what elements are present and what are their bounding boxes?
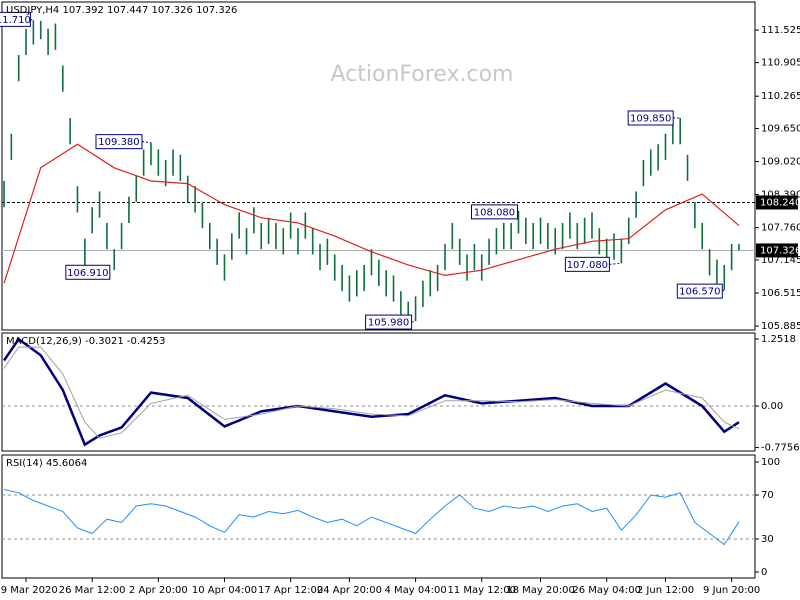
annotation-box bbox=[676, 283, 723, 299]
x-tick-label: 9 Jun 20:00 bbox=[703, 585, 760, 596]
panel-title: MACD(12,26,9) -0.3021 -0.4253 bbox=[6, 336, 166, 347]
y-tick-label: 70 bbox=[761, 490, 774, 501]
y-tick-label: 108.390 bbox=[761, 190, 800, 201]
watermark: ActionForex.com bbox=[331, 62, 514, 87]
y-tick-label: 111.525 bbox=[761, 25, 800, 36]
panel-frame bbox=[1, 332, 756, 452]
y-tick-label: 0 bbox=[761, 567, 767, 578]
y-tick-label: -0.7756 bbox=[761, 443, 800, 454]
moving-average bbox=[3, 143, 740, 284]
y-tick-label: 109.020 bbox=[761, 157, 800, 168]
price-box-label: 107.326 bbox=[760, 245, 800, 256]
annotation-label: 106.570 bbox=[679, 287, 720, 298]
y-tick-label: 100 bbox=[761, 457, 780, 468]
x-tick-label: 2 Jun 12:00 bbox=[637, 585, 694, 596]
y-tick-label: 1.2518 bbox=[761, 334, 796, 345]
annotation-label: 105.980 bbox=[368, 318, 409, 329]
price-box-label: 108.240 bbox=[760, 197, 800, 208]
annotation-box bbox=[365, 314, 413, 330]
x-tick-label: 19 Mar 2020 bbox=[0, 585, 58, 596]
panel-title: USDJPY,H4 107.392 107.447 107.326 107.32… bbox=[6, 5, 237, 16]
annotation-box bbox=[627, 110, 674, 126]
annotation-box bbox=[564, 256, 610, 272]
annotation-label: 106.910 bbox=[67, 268, 108, 279]
x-tick-label: 26 Mar 12:00 bbox=[59, 585, 126, 596]
y-tick-label: 110.905 bbox=[761, 58, 800, 69]
indicator-line bbox=[3, 489, 740, 546]
annotation-label: 108.080 bbox=[474, 207, 515, 218]
annotation-label: 109.850 bbox=[630, 113, 671, 124]
x-tick-label: 17 Apr 12:00 bbox=[258, 585, 323, 596]
x-tick-label: 18 May 20:00 bbox=[506, 585, 575, 596]
panel-frame bbox=[1, 1, 756, 331]
annotation-label: 11.710 bbox=[0, 15, 31, 26]
annotation-box bbox=[65, 264, 111, 280]
panel-frame bbox=[1, 454, 756, 579]
y-tick-label: 105.885 bbox=[761, 321, 800, 332]
x-tick-label: 11 May 12:00 bbox=[447, 585, 516, 596]
y-tick-label: 109.650 bbox=[761, 123, 800, 134]
annotation-box bbox=[470, 204, 518, 220]
indicator-line bbox=[3, 346, 740, 439]
y-tick-label: 0.00 bbox=[761, 401, 783, 412]
y-tick-label: 106.515 bbox=[761, 288, 800, 299]
x-tick-label: 4 May 04:00 bbox=[384, 585, 446, 596]
annotation-box bbox=[95, 134, 143, 150]
y-tick-label: 110.265 bbox=[761, 91, 800, 102]
annotation-box bbox=[0, 11, 31, 27]
y-tick-label: 30 bbox=[761, 534, 774, 545]
x-tick-label: 24 Apr 20:00 bbox=[317, 585, 382, 596]
price-box bbox=[756, 243, 798, 258]
panel-title: RSI(14) 45.6064 bbox=[6, 458, 87, 469]
annotation-label: 109.380 bbox=[98, 137, 139, 148]
annotation-leader bbox=[141, 141, 152, 144]
x-tick-label: 26 May 04:00 bbox=[572, 585, 641, 596]
annotation-leader bbox=[411, 320, 416, 323]
y-tick-label: 107.760 bbox=[761, 223, 800, 234]
x-tick-label: 10 Apr 04:00 bbox=[192, 585, 257, 596]
x-tick-label: 2 Apr 20:00 bbox=[129, 585, 188, 596]
y-tick-label: 107.145 bbox=[761, 255, 800, 266]
price-box bbox=[756, 195, 798, 210]
annotation-label: 107.080 bbox=[567, 260, 608, 271]
